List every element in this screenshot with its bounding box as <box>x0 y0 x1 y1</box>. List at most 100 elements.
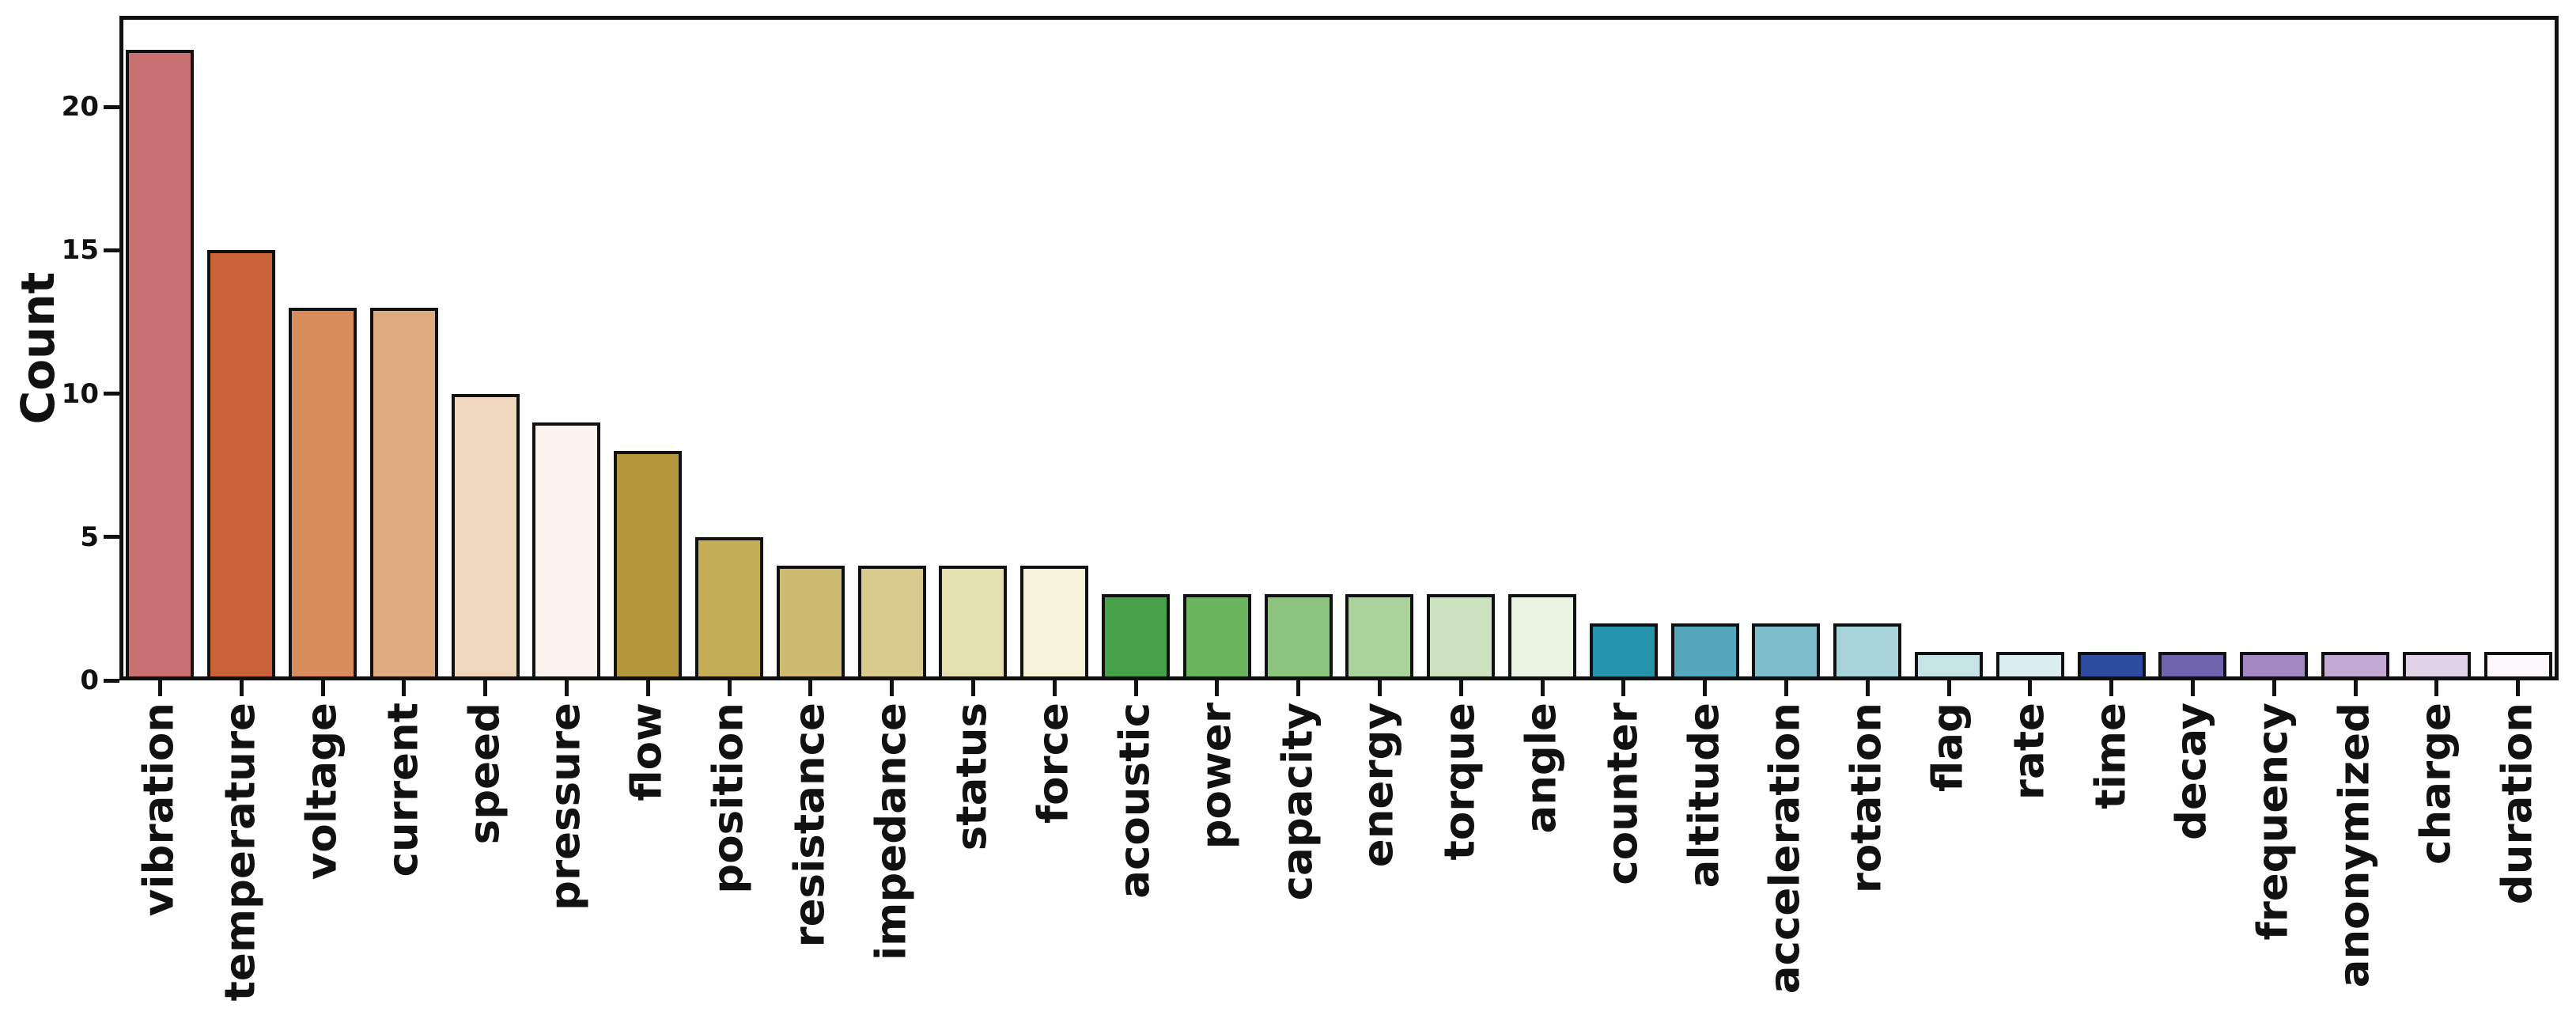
x-tick-label-rate: rate <box>2005 703 2054 801</box>
x-tick-label-force: force <box>1029 703 1078 824</box>
x-tick-label-rotation: rotation <box>1842 703 1891 894</box>
x-tick-label-counter: counter <box>1598 703 1647 885</box>
x-tick-mark-charge <box>2434 680 2439 696</box>
bar-position <box>695 536 763 680</box>
x-tick-mark-counter <box>1621 680 1626 696</box>
x-tick-label-charge: charge <box>2411 703 2461 865</box>
bar-temperature <box>207 250 276 680</box>
x-tick-label-energy: energy <box>1354 703 1403 868</box>
x-tick-mark-altitude <box>1703 680 1708 696</box>
x-tick-mark-acceleration <box>1784 680 1788 696</box>
bar-acoustic <box>1102 594 1170 680</box>
bar-power <box>1182 594 1251 680</box>
x-tick-mark-pressure <box>564 680 569 696</box>
bar-acceleration <box>1752 623 1821 680</box>
x-tick-mark-force <box>1052 680 1057 696</box>
bar-current <box>369 307 438 680</box>
x-tick-mark-frequency <box>2271 680 2276 696</box>
bar-resistance <box>776 566 845 680</box>
bar-rate <box>1995 651 2064 680</box>
x-tick-label-frequency: frequency <box>2249 703 2298 941</box>
y-tick-label-5: 5 <box>80 521 99 553</box>
x-tick-mark-rotation <box>1865 680 1870 696</box>
bar-voltage <box>289 307 357 680</box>
x-tick-mark-temperature <box>239 680 244 696</box>
x-tick-mark-decay <box>2190 680 2195 696</box>
bar-torque <box>1427 594 1496 680</box>
x-tick-label-current: current <box>379 703 428 877</box>
x-tick-label-power: power <box>1192 703 1241 850</box>
y-tick-mark-20 <box>104 104 119 109</box>
y-tick-label-20: 20 <box>61 91 99 123</box>
bar-counter <box>1589 623 1658 680</box>
bar-status <box>939 566 1008 680</box>
x-tick-mark-power <box>1215 680 1220 696</box>
x-tick-label-acoustic: acoustic <box>1110 703 1159 899</box>
bar-flow <box>614 451 683 680</box>
x-tick-mark-time <box>2109 680 2114 696</box>
y-tick-label-15: 15 <box>61 234 99 267</box>
x-tick-mark-anonymized <box>2353 680 2358 696</box>
y-axis-title: Count <box>11 271 65 425</box>
plot-border-bottom <box>119 676 2559 680</box>
y-tick-label-10: 10 <box>61 377 99 410</box>
plot-area: vibration temperature voltage current speed p… <box>62 16 2559 1001</box>
y-tick-mark-5 <box>104 535 119 540</box>
x-tick-mark-impedance <box>890 680 895 696</box>
y-tick-mark-15 <box>104 248 119 252</box>
x-tick-label-anonymized: anonymized <box>2330 703 2379 988</box>
x-tick-mark-flag <box>1946 680 1951 696</box>
x-tick-mark-angle <box>1540 680 1545 696</box>
x-tick-mark-speed <box>483 680 488 696</box>
bar-altitude <box>1670 623 1739 680</box>
bar-impedance <box>857 566 926 680</box>
x-tick-label-position: position <box>704 703 753 894</box>
bar-capacity <box>1264 594 1333 680</box>
x-tick-mark-energy <box>1377 680 1382 696</box>
x-tick-mark-voltage <box>320 680 325 696</box>
bar-speed <box>451 393 520 680</box>
x-tick-label-torque: torque <box>1436 703 1485 861</box>
bar-energy <box>1345 594 1414 680</box>
x-tick-label-vibration: vibration <box>134 703 183 917</box>
x-tick-label-duration: duration <box>2493 703 2542 905</box>
plot-border-left <box>119 16 123 680</box>
x-tick-mark-position <box>727 680 732 696</box>
x-tick-label-altitude: altitude <box>1680 703 1729 888</box>
x-tick-label-time: time <box>2086 703 2135 809</box>
x-tick-mark-capacity <box>1296 680 1301 696</box>
x-tick-label-flow: flow <box>622 703 671 801</box>
x-tick-mark-current <box>402 680 407 696</box>
x-tick-mark-rate <box>2028 680 2033 696</box>
x-tick-label-flag: flag <box>1923 703 1973 792</box>
x-tick-mark-flow <box>645 680 650 696</box>
x-tick-label-capacity: capacity <box>1273 703 1322 901</box>
x-tick-label-acceleration: acceleration <box>1761 703 1810 994</box>
x-tick-mark-status <box>970 680 975 696</box>
x-tick-mark-vibration <box>157 680 162 696</box>
bar-charge <box>2402 651 2471 680</box>
x-tick-label-temperature: temperature <box>216 703 265 1002</box>
x-tick-mark-resistance <box>808 680 813 696</box>
x-tick-label-status: status <box>948 703 997 851</box>
bar-force <box>1020 566 1089 680</box>
plot-border-top <box>119 16 2559 20</box>
x-tick-mark-acoustic <box>1133 680 1138 696</box>
x-tick-mark-torque <box>1458 680 1463 696</box>
y-tick-label-0: 0 <box>80 665 99 696</box>
x-tick-label-angle: angle <box>1517 703 1566 834</box>
y-tick-mark-0 <box>104 678 119 683</box>
x-tick-label-resistance: resistance <box>785 703 834 948</box>
bar-rotation <box>1833 623 1902 680</box>
bar-vibration <box>126 49 195 680</box>
x-tick-label-decay: decay <box>2167 703 2216 840</box>
bar-duration <box>2483 651 2552 680</box>
bar-pressure <box>532 422 601 680</box>
x-tick-label-voltage: voltage <box>297 703 346 881</box>
y-tick-mark-10 <box>104 392 119 396</box>
x-tick-label-pressure: pressure <box>541 703 590 911</box>
bar-angle <box>1508 594 1576 680</box>
x-tick-label-speed: speed <box>460 703 509 845</box>
x-tick-label-impedance: impedance <box>867 703 916 961</box>
